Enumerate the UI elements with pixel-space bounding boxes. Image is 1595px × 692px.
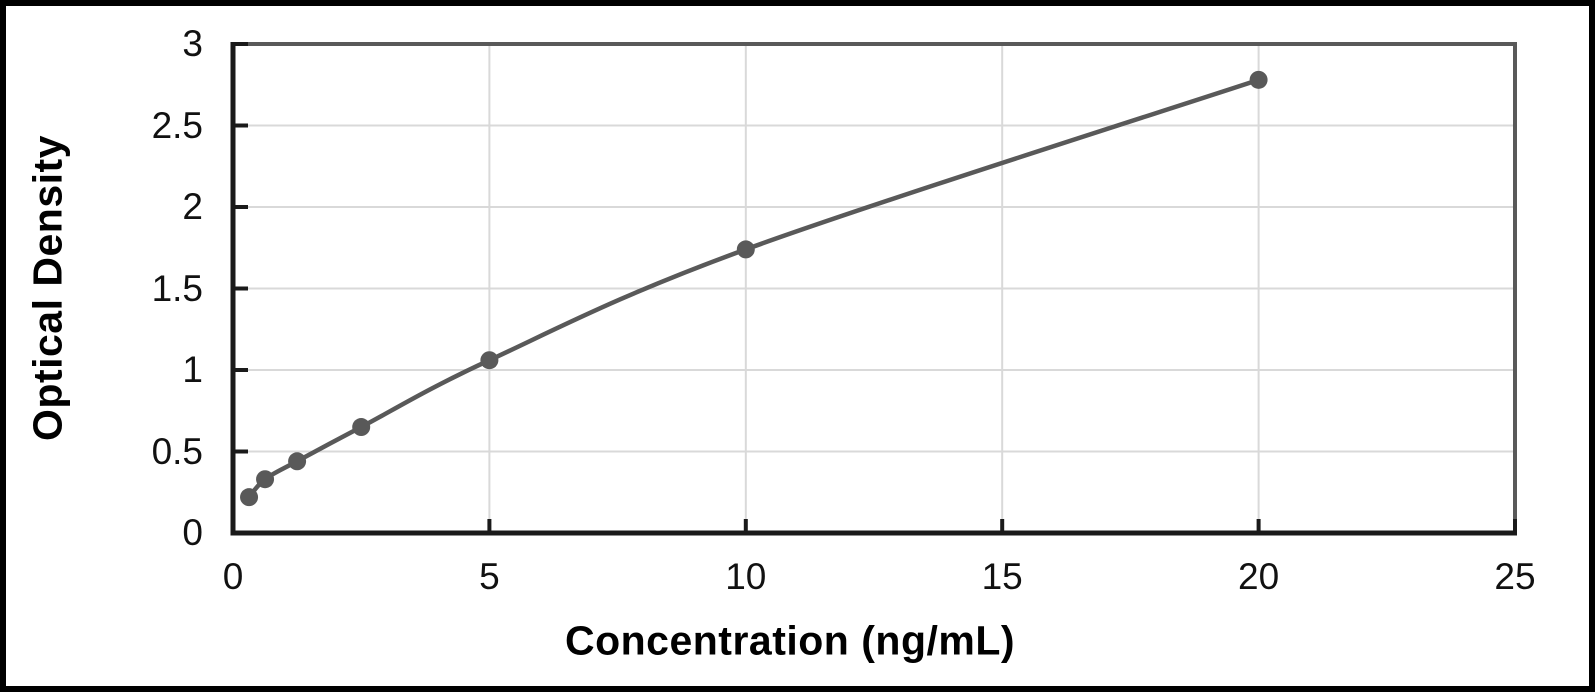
x-tick-label: 25	[1494, 556, 1536, 597]
data-point-marker	[352, 418, 371, 437]
data-point-marker	[736, 240, 755, 259]
x-tick-label: 5	[479, 556, 500, 597]
y-tick-label: 1.5	[151, 267, 203, 309]
y-tick-label: 3	[182, 23, 203, 64]
y-tick-label: 2.5	[151, 104, 203, 146]
plot-border	[233, 42, 1517, 533]
data-point-marker	[240, 488, 259, 507]
data-point-marker	[288, 452, 307, 471]
y-tick-label: 0	[182, 512, 203, 553]
x-tick-label: 15	[981, 556, 1023, 597]
y-tick-label: 1	[182, 349, 203, 390]
data-point-marker	[1249, 70, 1268, 89]
data-point-marker	[256, 470, 275, 489]
y-tick-label: 2	[182, 186, 203, 227]
y-tick-label: 0.5	[151, 430, 203, 472]
x-axis-title: Concentration (ng/mL)	[564, 617, 1016, 664]
x-tick-label: 10	[725, 556, 767, 597]
x-tick-label: 0	[222, 556, 244, 597]
x-tick-label: 20	[1238, 556, 1280, 597]
data-point-marker	[480, 351, 499, 370]
y-axis-title: Optical Density	[24, 135, 71, 441]
